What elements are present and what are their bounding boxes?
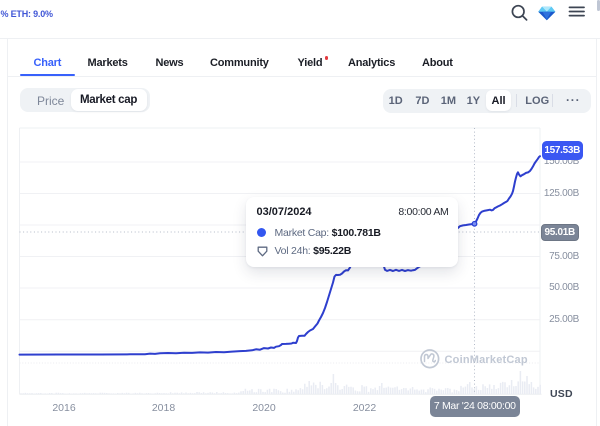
svg-text:CoinMarketCap: CoinMarketCap: [445, 354, 528, 366]
